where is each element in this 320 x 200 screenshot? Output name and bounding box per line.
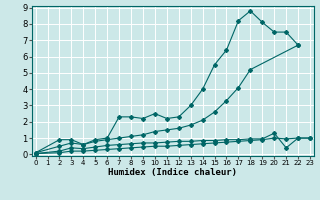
X-axis label: Humidex (Indice chaleur): Humidex (Indice chaleur): [108, 168, 237, 177]
